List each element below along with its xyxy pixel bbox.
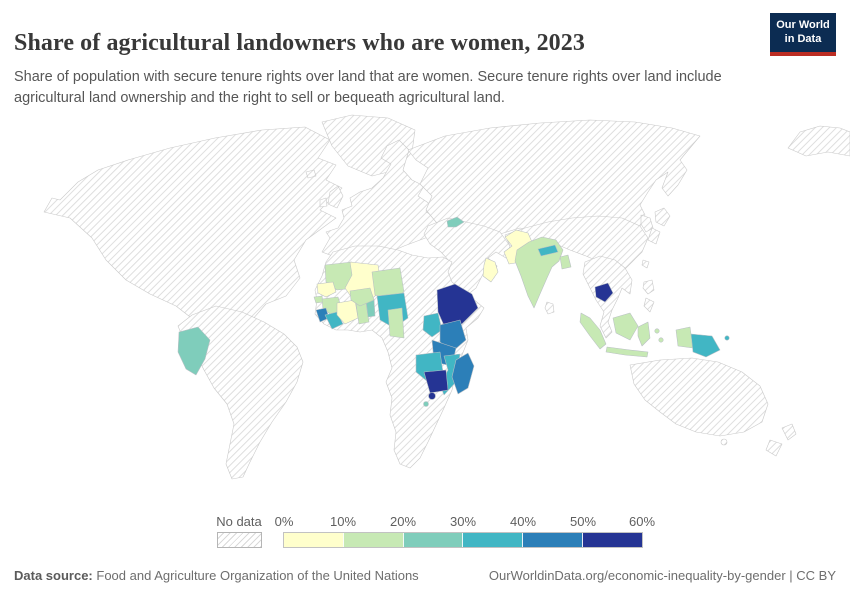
legend-tick-2: 20% bbox=[389, 514, 417, 529]
world-map bbox=[0, 112, 850, 505]
country-ethiopia[interactable] bbox=[436, 283, 479, 331]
landmass-japan-south bbox=[647, 227, 661, 245]
country-papua-new-guinea[interactable] bbox=[690, 333, 730, 358]
legend-tick-1: 10% bbox=[329, 514, 357, 529]
legend-color-bar bbox=[283, 532, 643, 548]
country-guinea-bissau[interactable] bbox=[313, 295, 324, 304]
country-zimbabwe[interactable] bbox=[423, 369, 449, 394]
landmass-new-zealand-north bbox=[781, 423, 797, 441]
legend-tick-5: 50% bbox=[569, 514, 597, 529]
footer-source: Data source: Food and Agriculture Organi… bbox=[14, 568, 419, 583]
country-kenya[interactable] bbox=[439, 319, 467, 353]
legend-no-data-swatch[interactable] bbox=[217, 532, 262, 548]
landmass-new-zealand-south bbox=[765, 439, 783, 457]
country-senegal[interactable] bbox=[316, 281, 337, 298]
landmass-korea bbox=[640, 214, 654, 233]
legend-swatch-0-10[interactable] bbox=[284, 533, 343, 547]
legend-swatch-50-60[interactable] bbox=[582, 533, 642, 547]
legend-swatch-20-30[interactable] bbox=[402, 533, 463, 547]
legend-tick-6: 60% bbox=[628, 514, 656, 529]
country-oman[interactable] bbox=[482, 257, 499, 283]
landmass-australia bbox=[629, 357, 769, 437]
legend-swatch-40-50[interactable] bbox=[522, 533, 583, 547]
footer-link-license: OurWorldinData.org/economic-inequality-b… bbox=[488, 568, 836, 583]
landmass-south-america bbox=[177, 305, 304, 480]
page-title: Share of agricultural landowners who are… bbox=[14, 30, 585, 57]
footer-link: OurWorldinData.org/economic-inequality-b… bbox=[488, 568, 786, 583]
landmass-north-america bbox=[43, 126, 343, 361]
country-burkina-faso[interactable] bbox=[349, 287, 375, 307]
country-georgia[interactable] bbox=[446, 216, 465, 228]
footer-source-text: Food and Agriculture Organization of the… bbox=[96, 568, 419, 583]
country-indonesia[interactable] bbox=[579, 312, 694, 358]
landmass-tasmania bbox=[720, 438, 728, 446]
country-peru[interactable] bbox=[177, 326, 211, 376]
landmass-taiwan bbox=[641, 259, 650, 269]
landmass-japan-north bbox=[654, 207, 671, 227]
country-bangladesh[interactable] bbox=[559, 254, 572, 270]
country-cambodia[interactable] bbox=[594, 282, 614, 303]
landmass-iceland bbox=[305, 169, 317, 179]
legend-swatch-30-40[interactable] bbox=[462, 533, 523, 547]
footer-license: CC BY bbox=[796, 568, 836, 583]
country-lesotho[interactable] bbox=[423, 401, 429, 407]
logo-line-1: Our World bbox=[776, 19, 830, 31]
legend-swatch-10-20[interactable] bbox=[342, 533, 403, 547]
landmass-ireland bbox=[319, 197, 328, 208]
country-eswatini[interactable] bbox=[428, 392, 436, 400]
landmass-philippines-south bbox=[643, 297, 655, 313]
country-nepal[interactable] bbox=[537, 244, 559, 257]
logo-line-2: in Data bbox=[784, 32, 822, 45]
country-india[interactable] bbox=[514, 236, 564, 309]
country-cameroon[interactable] bbox=[387, 307, 405, 339]
page-subtitle: Share of population with secure tenure r… bbox=[14, 68, 722, 107]
footer-source-label: Data source: bbox=[14, 568, 93, 583]
legend-tick-4: 40% bbox=[509, 514, 537, 529]
landmass-philippines-north bbox=[642, 279, 655, 295]
legend-tick-3: 30% bbox=[449, 514, 477, 529]
landmass-chukotka bbox=[787, 125, 850, 157]
country-uganda[interactable] bbox=[422, 312, 443, 338]
legend-tick-0: 0% bbox=[274, 514, 294, 529]
legend-no-data-label: No data bbox=[216, 514, 262, 529]
owid-logo[interactable]: Our World in Data bbox=[770, 13, 836, 56]
country-madagascar[interactable] bbox=[451, 352, 475, 395]
landmass-britain bbox=[327, 185, 344, 209]
landmass-sri-lanka bbox=[544, 301, 555, 315]
footer: Data source: Food and Agriculture Organi… bbox=[14, 568, 836, 583]
